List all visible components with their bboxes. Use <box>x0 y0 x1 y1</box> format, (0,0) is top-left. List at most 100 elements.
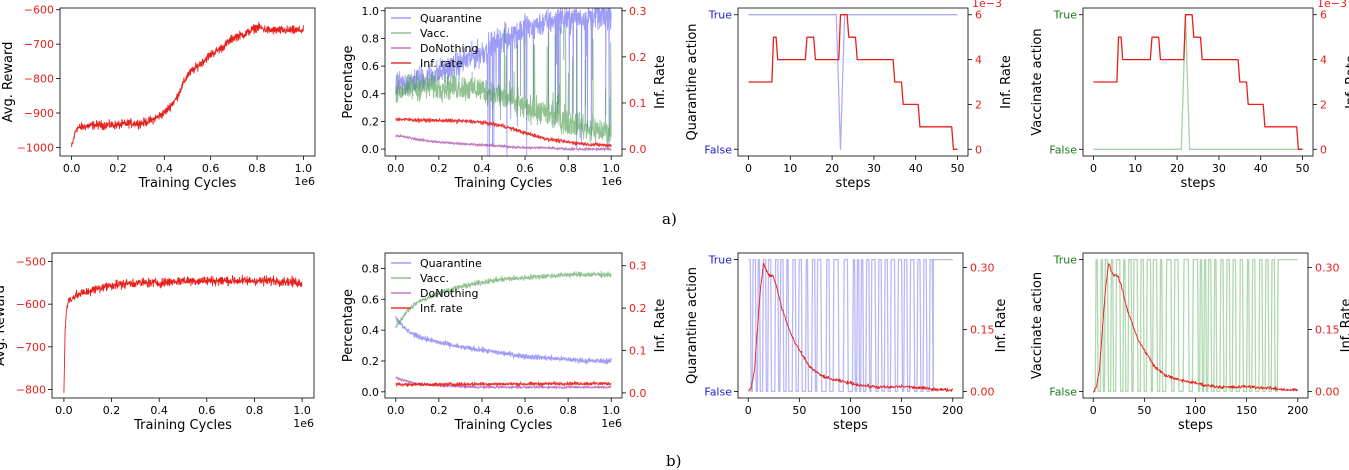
y2-axis-label: Inf. Rate <box>1344 55 1349 109</box>
y2-tick-label: 0.00 <box>1315 385 1340 398</box>
x-tick-label: 0 <box>745 404 752 417</box>
y2-tick-label: 6 <box>975 9 982 22</box>
legend-label: Inf. rate <box>420 302 463 315</box>
x-tick-label: 0.2 <box>103 404 121 417</box>
x-tick-label: 0.6 <box>202 162 220 175</box>
y2-tick-label: 0 <box>975 143 982 156</box>
x-tick-label: 40 <box>1254 162 1268 175</box>
y2-tick-label: 0.1 <box>629 345 647 358</box>
y-tick-label: False <box>1049 143 1077 156</box>
plot-area <box>1093 14 1303 150</box>
row-b-label: b) <box>666 452 682 470</box>
x-tick-label: 50 <box>792 404 806 417</box>
x-axis-label: steps <box>836 176 871 191</box>
x-tick-label: 10 <box>783 162 797 175</box>
legend-label: Inf. rate <box>420 57 463 70</box>
y-tick-label: 0.6 <box>362 293 380 306</box>
y-tick-label: −600 <box>16 298 46 311</box>
series-line-reward <box>71 21 304 148</box>
plot-area <box>63 274 303 393</box>
y-tick-label: False <box>704 385 732 398</box>
x-tick-label: 0.0 <box>63 162 81 175</box>
legend: Quarantine Vacc. DoNothing Inf. rate <box>391 257 482 315</box>
x-tick-label: 0.0 <box>55 404 73 417</box>
series-line-inf <box>748 262 954 392</box>
y2-axis-label: Inf. Rate <box>653 55 668 109</box>
plot-area <box>748 14 958 150</box>
plot-frame <box>59 7 316 157</box>
y-tick-label: True <box>708 9 733 22</box>
y-axis-label: Quarantine action <box>685 267 700 384</box>
x-tick-label: 0.2 <box>430 162 448 175</box>
x-tick-label: 0.8 <box>559 404 577 417</box>
x-offset-label: 1e6 <box>293 417 314 430</box>
x-tick-label: 30 <box>867 162 881 175</box>
chart-a-reward: 0.0 0.2 0.4 0.6 0.8 1.0 −1000 −900 −800 −700 −600 1… <box>1 4 316 191</box>
y-tick-label: −600 <box>24 4 54 17</box>
x-axis-label: Training Cycles <box>454 176 553 191</box>
series-line-quarantine <box>395 8 612 156</box>
row-a-label: a) <box>662 210 677 228</box>
x-tick-label: 150 <box>1236 404 1257 417</box>
x-tick-label: 0.0 <box>387 162 405 175</box>
x-offset-label: 1e6 <box>601 417 622 430</box>
y2-tick-label: 0.3 <box>629 260 647 273</box>
x-tick-label: 0.8 <box>246 404 264 417</box>
y-tick-label: False <box>704 143 732 156</box>
x-tick-label: 1.0 <box>295 162 313 175</box>
legend-label: Vacc. <box>420 272 449 285</box>
chart-a-percent: 0.0 0.2 0.4 0.6 0.8 1.0 0.0 0.2 0.4 0.6 0.8 1.0 0.0 0… <box>341 5 668 191</box>
x-tick-label: 1.0 <box>602 404 620 417</box>
plot-area <box>395 270 612 390</box>
x-axis-label: steps <box>1178 418 1213 433</box>
y2-tick-label: 0 <box>1320 143 1327 156</box>
x-tick-label: 0 <box>1090 162 1097 175</box>
x-tick-label: 40 <box>909 162 923 175</box>
y-tick-label: −700 <box>16 341 46 354</box>
y2-tick-label: 2 <box>975 98 982 111</box>
plot-frame <box>384 252 623 399</box>
series-line-inf-rate <box>395 117 612 148</box>
x-axis-label: steps <box>833 418 868 433</box>
series-line-action <box>748 258 953 393</box>
y2-offset-label: 1e−3 <box>972 0 1002 10</box>
y-axis-label: Percentage <box>341 45 356 118</box>
legend: Quarantine Vacc. DoNothing Inf. rate <box>391 12 482 70</box>
x-tick-label: 50 <box>951 162 965 175</box>
y-tick-label: 0.4 <box>362 324 380 337</box>
series-line-donothing <box>395 134 612 152</box>
series-line-inf-rate <box>395 380 612 388</box>
x-tick-label: 0.6 <box>516 404 534 417</box>
y-tick-label: True <box>708 254 733 267</box>
y2-tick-label: 0.15 <box>1315 323 1340 336</box>
chart-b-percent: 0.0 0.2 0.4 0.6 0.8 1.0 0.0 0.2 0.4 0.6 0.8 0.0 0.1 0… <box>341 252 668 433</box>
plot-frame <box>737 7 969 157</box>
x-tick-label: 100 <box>840 404 861 417</box>
plot-area <box>71 21 304 148</box>
y-tick-label: 0.2 <box>362 115 380 128</box>
y-axis-label: Vaccinate action <box>1030 28 1045 135</box>
y-tick-label: 0.8 <box>362 262 380 275</box>
x-tick-label: 0.4 <box>156 162 174 175</box>
y-axis-label: Avg. Reward <box>0 285 8 366</box>
legend-label: DoNothing <box>420 287 478 300</box>
x-tick-label: 0.6 <box>198 404 216 417</box>
y2-offset-label: 1e−3 <box>1317 0 1347 10</box>
y-tick-label: −800 <box>16 383 46 396</box>
series-line-inf <box>1093 14 1303 150</box>
x-tick-label: 150 <box>891 404 912 417</box>
series-line-quarantine <box>395 315 612 365</box>
y2-tick-label: 0.30 <box>970 261 995 274</box>
y2-tick-label: 0.15 <box>970 323 995 336</box>
series-line-action <box>748 14 958 150</box>
x-offset-label: 1e6 <box>294 175 315 188</box>
x-tick-label: 100 <box>1185 404 1206 417</box>
x-axis-label: Training Cycles <box>454 418 553 433</box>
y2-axis-label: Inf. Rate <box>994 299 1009 353</box>
y-axis-label: Avg. Reward <box>1 42 16 123</box>
x-tick-label: 20 <box>825 162 839 175</box>
x-tick-label: 0.2 <box>430 404 448 417</box>
y2-tick-label: 4 <box>975 54 982 67</box>
y2-tick-label: 0.2 <box>629 51 647 64</box>
